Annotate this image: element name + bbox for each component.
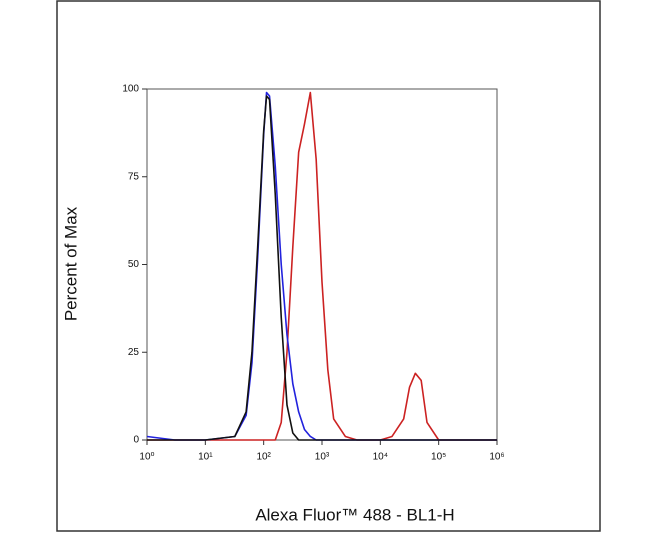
x-tick-label: 10⁵ [431,452,446,463]
series-line [147,95,497,441]
frame [56,0,601,532]
x-tick-label: 10¹ [198,452,213,463]
x-tick-label: 10⁶ [489,452,504,463]
x-tick-label: 10² [256,452,271,463]
x-tick-label: 10³ [315,452,330,463]
y-tick-label: 25 [128,347,140,358]
y-tick-label: 100 [122,84,139,95]
y-axis-label: Percent of Max [61,206,80,321]
y-tick-label: 0 [133,435,139,446]
x-tick-label: 10⁴ [373,452,388,463]
plot-area [146,88,498,441]
y-tick-label: 50 [128,259,140,270]
x-axis-label: Alexa Fluor™ 488 - BL1-H [255,505,454,524]
x-tick-label: 10⁰ [139,452,154,463]
y-tick-label: 75 [128,171,140,182]
series-line [147,91,497,441]
